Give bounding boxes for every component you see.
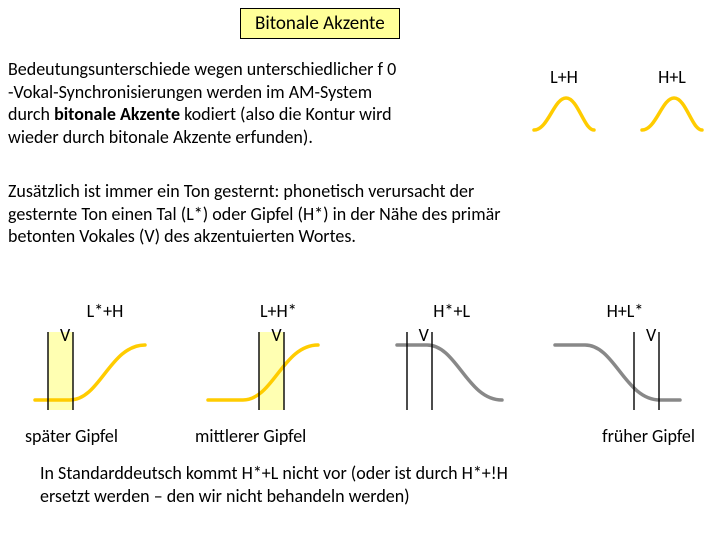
- bottom-accents-row: L*+H V L+H* V H*+L V: [25, 300, 705, 420]
- paragraph-1: Bedeutungsunterschiede wegen unterschied…: [8, 58, 518, 148]
- accent-4-v: V: [646, 324, 656, 346]
- accent-4-svg-icon: [550, 330, 700, 420]
- accent-1-v: V: [60, 324, 70, 346]
- curve-hl-icon: [638, 90, 706, 140]
- accent-3-svg-icon: [377, 330, 527, 420]
- top-accent-lh: L+H: [530, 66, 598, 140]
- accent-l-h-star: L+H* V: [198, 300, 358, 420]
- accent-1-label: L*+H: [87, 300, 124, 322]
- accent-2-diagram: V: [203, 330, 353, 420]
- caption-2: mittlerer Gipfel: [195, 425, 395, 447]
- paragraph-2: Zusätzlich ist immer ein Ton gesternt: p…: [8, 180, 688, 248]
- accent-h-star-l: H*+L V: [372, 300, 532, 420]
- accent-2-label: L+H*: [260, 300, 297, 322]
- accent-l-star-h: L*+H V: [25, 300, 185, 420]
- top-accent-hl: H+L: [638, 66, 706, 140]
- accent-2-v: V: [271, 324, 281, 346]
- accent-h-l-star: H+L* V: [545, 300, 705, 420]
- accent-1-svg-icon: [30, 330, 180, 420]
- paragraph-3: In Standarddeutsch kommt H*+L nicht vor …: [40, 462, 680, 507]
- curve-lh-icon: [530, 90, 598, 140]
- accent-4-diagram: V: [550, 330, 700, 420]
- top-accents-row: L+H H+L: [530, 66, 706, 140]
- caption-3: früher Gipfel: [395, 425, 705, 447]
- caption-1: später Gipfel: [25, 425, 195, 447]
- accent-1-diagram: V: [30, 330, 180, 420]
- title-text: Bitonale Akzente: [255, 12, 385, 35]
- accent-4-label: H+L*: [607, 300, 644, 322]
- top-accent-hl-label: H+L: [658, 66, 686, 88]
- para1-bold: bitonale Akzente: [54, 103, 180, 125]
- title-box: Bitonale Akzente: [240, 8, 400, 39]
- accent-3-label: H*+L: [433, 300, 470, 322]
- accent-3-v: V: [419, 324, 429, 346]
- caption-row: später Gipfel mittlerer Gipfel früher Gi…: [25, 425, 705, 447]
- accent-3-diagram: V: [377, 330, 527, 420]
- top-accent-lh-label: L+H: [550, 66, 578, 88]
